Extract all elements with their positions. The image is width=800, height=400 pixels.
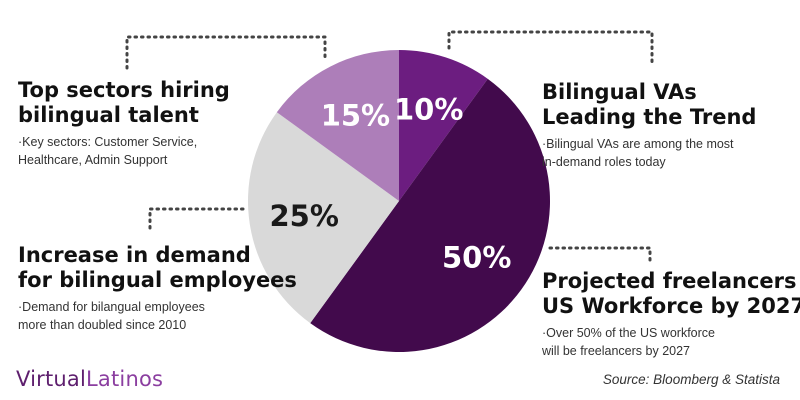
pie-slice — [399, 49, 488, 201]
callout-heading-line: Increase in demand — [18, 243, 251, 267]
callout-top-sectors: Top sectors hiring bilingual talent ·Key… — [18, 78, 230, 169]
callout-note-line: Healthcare, Admin Support — [18, 153, 168, 167]
connector-freelancers — [548, 246, 652, 264]
brand-logo-word: Virtual — [16, 367, 87, 391]
callout-note: ·Key sectors: Customer Service, Healthca… — [18, 133, 230, 169]
brand-logo-word: Latinos — [86, 367, 164, 391]
brand-logo: VirtualLatinos — [16, 367, 163, 391]
callout-heading: Bilingual VAs Leading the Trend — [542, 80, 756, 130]
callout-note-line: ·Bilingual VAs are among the most — [542, 137, 734, 151]
callout-connectors — [125, 30, 654, 264]
callout-heading-line: Top sectors hiring — [18, 78, 230, 102]
callout-note: ·Over 50% of the US workforce will be fr… — [542, 324, 800, 360]
callout-heading: Increase in demand for bilingual employe… — [18, 243, 297, 293]
pie-slice-label: 15% — [321, 99, 390, 133]
callout-increase-demand: Increase in demand for bilingual employe… — [18, 243, 297, 334]
callout-heading: Projected freelancers in US Workforce by… — [542, 269, 800, 319]
connector-increase-demand — [148, 207, 250, 230]
callout-note-line: ·Demand for bilangual employees — [18, 300, 205, 314]
pie-slice-labels: 10% 50% 25% 15% — [269, 93, 511, 275]
callout-note: ·Bilingual VAs are among the most in-dem… — [542, 135, 756, 171]
callout-heading-line: for bilingual employees — [18, 268, 297, 292]
callout-freelancers: Projected freelancers in US Workforce by… — [542, 269, 800, 360]
pie-slice-label: 25% — [269, 199, 338, 233]
callout-heading-line: Leading the Trend — [542, 105, 757, 129]
callout-heading-line: Projected freelancers in — [542, 269, 800, 293]
pie-slice — [247, 112, 399, 324]
pie-slice — [276, 50, 399, 201]
callout-note-line: ·Key sectors: Customer Service, — [18, 135, 198, 149]
callout-note-line: more than doubled since 2010 — [18, 318, 187, 332]
callout-note-line: in-demand roles today — [542, 155, 666, 169]
callout-note: ·Demand for bilangual employees more tha… — [18, 298, 297, 334]
callout-heading: Top sectors hiring bilingual talent — [18, 78, 230, 128]
source-note: Source: Bloomberg & Statista — [602, 372, 780, 387]
callout-note-line: will be freelancers by 2027 — [542, 344, 690, 358]
callout-note-line: ·Over 50% of the US workforce — [542, 326, 715, 340]
pie-slices — [247, 49, 551, 353]
callout-bilingual-vas: Bilingual VAs Leading the Trend ·Bilingu… — [542, 80, 756, 171]
callout-heading-line: bilingual talent — [18, 103, 199, 127]
callout-heading-line: Bilingual VAs — [542, 80, 697, 104]
pie-slice-label: 10% — [394, 93, 463, 127]
connector-bilingual-vas — [447, 30, 654, 68]
pie-slice — [310, 78, 551, 353]
pie-slice-label: 50% — [442, 240, 511, 274]
callout-heading-line: US Workforce by 2027 — [542, 294, 800, 318]
connector-top-sectors — [125, 35, 327, 70]
